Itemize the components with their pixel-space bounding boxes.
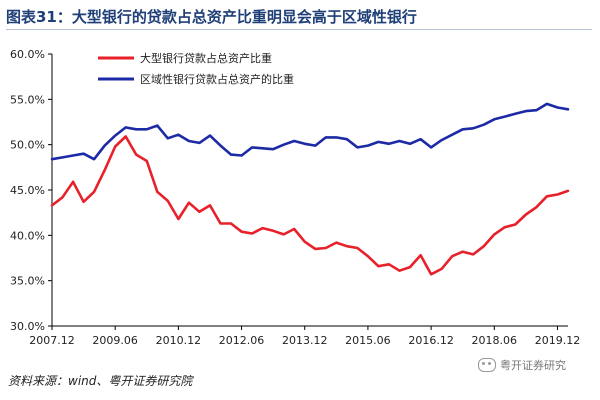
source-note: 资料来源：wind、粤开证券研究院 bbox=[8, 374, 193, 388]
series-group bbox=[50, 102, 570, 276]
y-tick-label: 60.0% bbox=[10, 48, 45, 61]
y-tick-label: 55.0% bbox=[10, 93, 45, 106]
x-tick-label: 2009.06 bbox=[92, 334, 138, 347]
legend-label: 区域性银行贷款占总资产的比重 bbox=[140, 72, 294, 86]
y-tick-label: 45.0% bbox=[10, 184, 45, 197]
y-tick-label: 35.0% bbox=[10, 275, 45, 288]
series-line-regional-bank bbox=[50, 102, 570, 161]
title-divider bbox=[6, 29, 592, 30]
series-line-large-bank bbox=[50, 135, 570, 276]
x-axis: 2007.12 2009.06 2010.12 2012.06 2013.12 2015.… bbox=[29, 325, 581, 347]
x-tick-label: 2018.06 bbox=[472, 334, 518, 347]
watermark-text: 粤开证券研究 bbox=[500, 359, 566, 372]
chart-title: 图表31：大型银行的贷款占总资产比重明显会高于区域性银行 bbox=[6, 8, 417, 26]
x-tick-label: 2012.06 bbox=[219, 334, 265, 347]
x-tick-label: 2010.12 bbox=[156, 334, 202, 347]
x-tick-label: 2013.12 bbox=[282, 334, 328, 347]
wechat-icon bbox=[478, 358, 496, 372]
x-tick-label: 2016.12 bbox=[408, 334, 454, 347]
x-tick-label: 2007.12 bbox=[29, 334, 75, 347]
y-tick-label: 50.0% bbox=[10, 139, 45, 152]
watermark: 粤开证券研究 bbox=[478, 357, 566, 373]
y-tick-label: 40.0% bbox=[10, 229, 45, 242]
legend-label: 大型银行贷款占总资产比重 bbox=[140, 51, 272, 65]
x-tick-label: 2019.12 bbox=[535, 334, 581, 347]
y-axis: 30.0% 35.0% 40.0% 45.0% 50.0% 55.0% 60.0% bbox=[10, 48, 53, 333]
y-tick-label: 30.0% bbox=[10, 320, 45, 333]
x-tick-label: 2015.06 bbox=[345, 334, 391, 347]
line-chart: 30.0% 35.0% 40.0% 45.0% 50.0% 55.0% 60.0% 2007… bbox=[10, 48, 581, 347]
